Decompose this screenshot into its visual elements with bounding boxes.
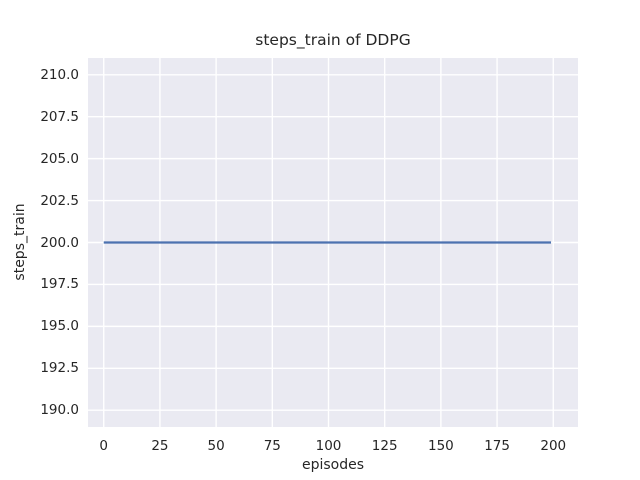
y-tick-label: 197.5 bbox=[40, 276, 79, 293]
y-tick-label: 200.0 bbox=[40, 234, 79, 251]
x-tick-label: 0 bbox=[99, 438, 109, 454]
x-tick-label: 175 bbox=[484, 438, 510, 454]
y-axis-label: steps_train bbox=[12, 203, 28, 281]
y-tick-label: 207.5 bbox=[40, 108, 79, 125]
x-tick-label: 125 bbox=[371, 438, 398, 454]
x-tick-label: 150 bbox=[427, 438, 454, 454]
x-tick-label: 25 bbox=[151, 438, 169, 454]
x-axis-label: episodes bbox=[301, 457, 365, 473]
x-tick-label: 75 bbox=[263, 438, 281, 454]
plot-area bbox=[88, 58, 578, 427]
y-tick-label: 190.0 bbox=[40, 402, 79, 419]
chart-title: steps_train of DDPG bbox=[255, 31, 411, 49]
y-tick-label: 202.5 bbox=[40, 192, 79, 209]
y-tick-label: 192.5 bbox=[40, 360, 79, 377]
y-tick-label: 195.0 bbox=[40, 318, 79, 335]
x-tick-label: 100 bbox=[315, 438, 342, 454]
x-tick-label: 200 bbox=[540, 438, 567, 454]
y-tick-label: 205.0 bbox=[40, 150, 79, 167]
x-tick-label: 50 bbox=[207, 438, 225, 454]
y-tick-label: 210.0 bbox=[40, 66, 79, 83]
plot-canvas bbox=[88, 58, 578, 427]
